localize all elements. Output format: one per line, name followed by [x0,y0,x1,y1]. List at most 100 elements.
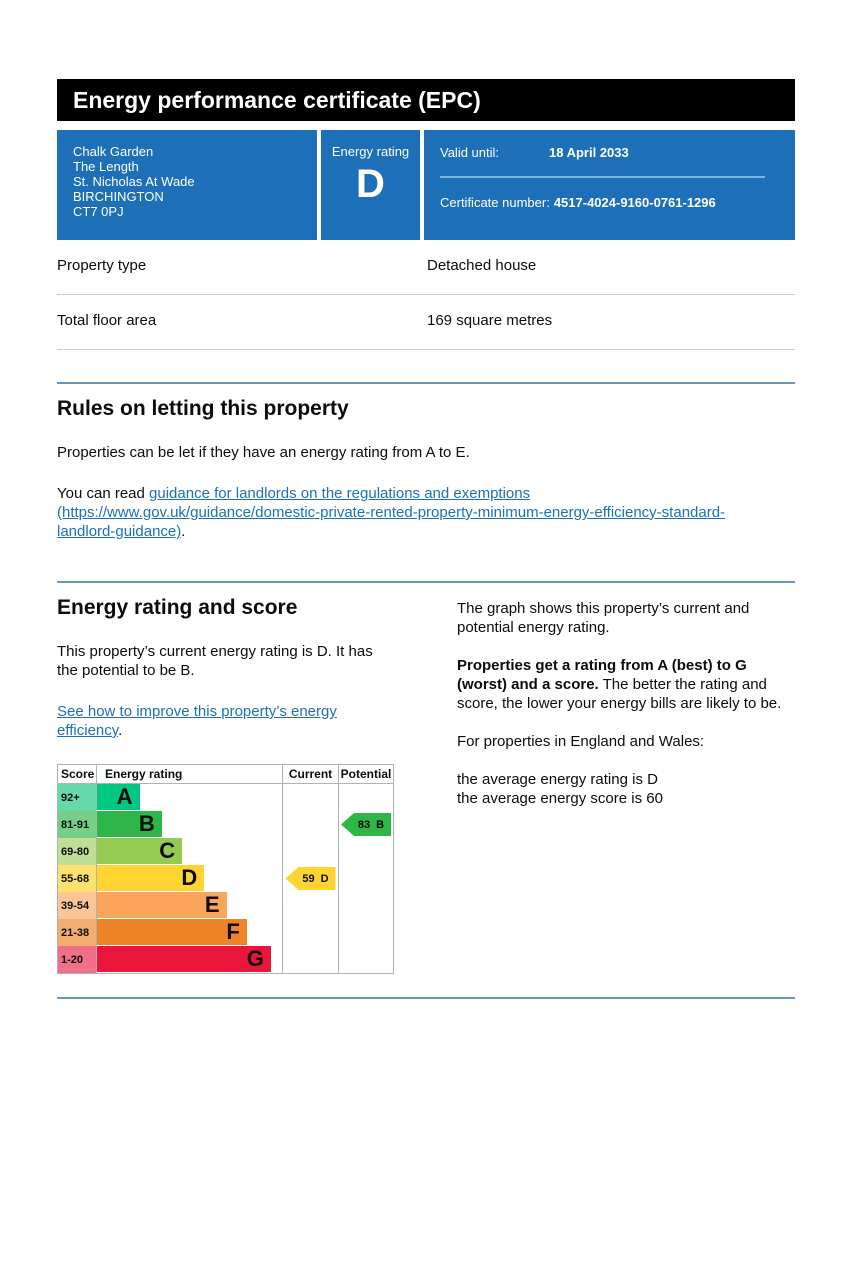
epc-current-cell [282,784,338,811]
rating-explanation-rest: The better the rating and score, the low… [457,676,782,712]
address-line: St. Nicholas At Wade [73,174,195,189]
rating-right-column: The graph shows this property’s current … [457,583,795,974]
energy-rating-value: D [356,162,385,206]
epc-potential-cell [338,892,393,919]
epc-band-letter: C [159,838,176,863]
epc-bar-cell: B [96,811,282,838]
column-header-potential: Potential [338,765,393,783]
link-suffix-text: . [181,523,186,540]
property-facts-table: Property type Detached house Total floor… [57,240,795,350]
address-line: BIRCHINGTON [73,189,164,204]
energy-rating-section: Energy rating and score This property’s … [57,583,795,974]
fact-value: Detached house [427,257,537,274]
rules-paragraph: Properties can be let if they have an en… [57,444,470,461]
epc-score-range: 21-38 [61,926,90,939]
table-row: Total floor area 169 square metres [57,295,795,350]
energy-rating-panel: Energy rating D [321,130,420,240]
rules-section: Rules on letting this property Propertie… [57,397,795,541]
epc-document: Energy performance certificate (EPC) Cha… [57,79,795,999]
epc-score-cell: 81-91 [58,811,96,838]
epc-potential-cell [338,946,393,973]
epc-bar-cell: F [96,919,282,946]
column-header-score: Score [61,767,95,781]
epc-band-bar: F [97,919,247,945]
epc-band-row: 69-80 C [58,838,393,865]
epc-band-letter: B [138,811,155,836]
valid-until-label: Valid until: [440,145,500,160]
average-rating-line: the average energy rating is D [457,771,658,788]
vertical-divider [317,130,321,240]
epc-band-bar: B [97,811,162,837]
landlord-guidance-link[interactable]: guidance for landlords on the regulation… [57,485,726,540]
epc-potential-cell [338,838,393,865]
page-title: Energy performance certificate (EPC) [73,86,481,113]
average-score-line: the average energy score is 60 [457,790,663,807]
epc-band-bar: A [97,784,140,810]
average-values: the average energy rating is D the avera… [457,770,795,808]
epc-potential-letter: B [376,818,385,831]
epc-band-row: 1-20 G [58,946,393,973]
fact-value: 169 square metres [427,312,553,329]
energy-rating-label: Energy rating [331,144,410,159]
property-address: Chalk Garden The Length St. Nicholas At … [57,130,317,240]
epc-score-cell: 55-68 [58,865,96,892]
column-header-current: Current [282,765,338,783]
epc-band-bar: E [97,892,227,918]
fact-label: Total floor area [57,312,157,329]
epc-score-range: 92+ [61,791,80,804]
epc-score-range: 39-54 [61,899,90,912]
epc-score-range: 81-91 [61,818,90,831]
vertical-divider [420,130,424,240]
epc-bar-cell: E [96,892,282,919]
improve-link-paragraph: See how to improve this property’s energ… [57,702,394,740]
epc-band-bar: C [97,838,183,864]
epc-current-arrow: 59 D [285,867,336,890]
rating-summary-paragraph: This property’s current energy rating is… [57,643,373,679]
certificate-number-row: Certificate number: 4517-4024-9160-0761-1… [440,195,765,210]
epc-current-cell [282,946,338,973]
epc-score-cell: 69-80 [58,838,96,865]
certificate-number: 4517-4024-9160-0761-1296 [553,195,716,210]
valid-until-date: 18 April 2033 [549,145,629,160]
epc-band-row: 81-91 B 83 B [58,811,393,838]
epc-band-row: 39-54 E [58,892,393,919]
rules-link-paragraph: You can read guidance for landlords on t… [57,484,749,541]
epc-score-cell: 39-54 [58,892,96,919]
validity-panel: Valid until: 18 April 2033 Certificate n… [424,130,795,240]
epc-current-letter: D [320,872,329,885]
fact-label: Property type [57,257,147,274]
epc-chart: Score Energy rating Current Potential 92… [57,764,394,974]
epc-score-range: 1-20 [61,953,84,966]
address-line: CT7 0PJ [73,204,124,219]
epc-current-cell [282,919,338,946]
epc-band-row: 21-38 F [58,919,393,946]
epc-band-row: 92+ A [58,784,393,811]
epc-score-cell: 21-38 [58,919,96,946]
epc-bar-cell: A [96,784,282,811]
graph-description: The graph shows this property’s current … [457,600,750,636]
document-title-bar: Energy performance certificate (EPC) [57,79,795,121]
improve-efficiency-link[interactable]: See how to improve this property’s energ… [57,703,337,739]
epc-bar-cell: G [96,946,282,973]
epc-score-range: 55-68 [61,872,90,885]
epc-current-cell [282,838,338,865]
section-divider [57,997,795,999]
certificate-number-label: Certificate number: [440,195,550,210]
epc-band-letter: E [204,892,220,917]
section-divider [57,581,795,583]
epc-potential-cell [338,919,393,946]
column-header-energy-rating: Energy rating [96,765,282,783]
valid-until-row: Valid until: 18 April 2033 [440,145,765,160]
epc-potential-cell: 83 B [338,811,393,838]
epc-current-cell: 59 D [282,865,338,892]
rules-heading: Rules on letting this property [57,397,349,420]
epc-potential-arrow: 83 B [341,813,391,836]
epc-band-row: 55-68 D 59 D [58,865,393,892]
epc-current-score: 59 [302,872,315,885]
epc-band-bar: D [97,865,205,891]
epc-current-cell [282,892,338,919]
rating-left-column: Energy rating and score This property’s … [57,583,394,974]
epc-score-cell: 92+ [58,784,96,811]
epc-band-letter: D [181,865,198,890]
epc-potential-cell [338,784,393,811]
